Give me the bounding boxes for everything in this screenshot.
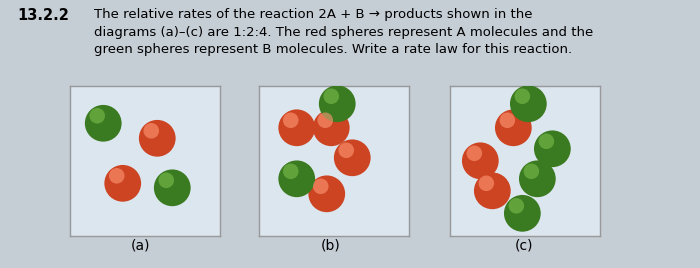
Point xyxy=(511,204,522,208)
Point xyxy=(469,151,480,155)
Point xyxy=(526,169,537,173)
Point xyxy=(486,189,498,193)
Point xyxy=(341,148,352,152)
Point xyxy=(291,177,302,181)
Point xyxy=(502,118,513,122)
Point xyxy=(523,102,534,106)
Point xyxy=(517,94,528,98)
Point xyxy=(346,156,358,160)
Point xyxy=(332,102,343,106)
Point xyxy=(291,126,302,130)
Point xyxy=(321,192,332,196)
Point xyxy=(285,118,296,122)
Point xyxy=(117,181,128,185)
Point xyxy=(92,114,103,118)
Point xyxy=(161,178,172,183)
Point xyxy=(532,177,543,181)
Point xyxy=(547,147,558,151)
Point xyxy=(152,136,163,140)
Point xyxy=(315,184,326,188)
Point xyxy=(167,186,178,190)
Point xyxy=(481,181,492,185)
Point xyxy=(320,118,331,122)
Point xyxy=(517,211,528,215)
Point xyxy=(97,121,108,125)
Point xyxy=(285,169,296,173)
Text: 13.2.2: 13.2.2 xyxy=(18,8,69,23)
Point xyxy=(475,159,486,163)
Text: (b): (b) xyxy=(321,238,340,252)
Text: (a): (a) xyxy=(130,238,150,252)
Point xyxy=(508,126,519,130)
Point xyxy=(541,139,552,143)
Text: (c): (c) xyxy=(514,238,533,252)
Point xyxy=(326,126,337,130)
Point xyxy=(111,174,122,178)
Point xyxy=(326,94,337,98)
Text: The relative rates of the reaction 2A + B → products shown in the
diagrams (a)–(: The relative rates of the reaction 2A + … xyxy=(94,8,594,56)
Point xyxy=(146,129,157,133)
